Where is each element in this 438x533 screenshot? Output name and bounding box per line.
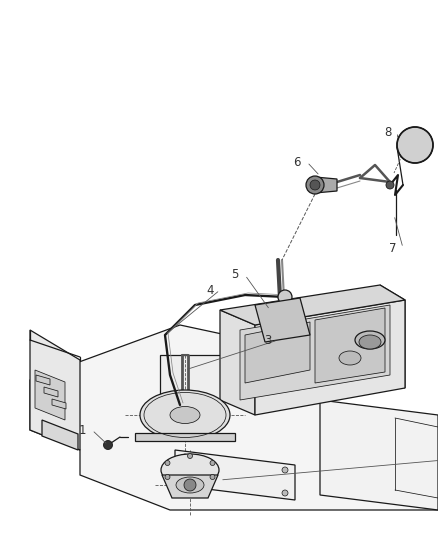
Polygon shape xyxy=(30,325,438,510)
Ellipse shape xyxy=(176,477,204,493)
Polygon shape xyxy=(52,399,66,409)
Circle shape xyxy=(103,440,113,449)
Circle shape xyxy=(187,481,192,487)
Circle shape xyxy=(184,479,196,491)
Ellipse shape xyxy=(161,454,219,486)
Polygon shape xyxy=(255,300,405,415)
Polygon shape xyxy=(35,370,65,420)
Ellipse shape xyxy=(170,407,200,424)
Circle shape xyxy=(282,490,288,496)
Polygon shape xyxy=(30,330,80,450)
Text: 4: 4 xyxy=(206,284,214,296)
Polygon shape xyxy=(240,305,390,400)
Polygon shape xyxy=(42,420,78,450)
Circle shape xyxy=(210,474,215,480)
Text: 8: 8 xyxy=(384,125,392,139)
Text: 6: 6 xyxy=(293,156,301,168)
Polygon shape xyxy=(160,355,320,400)
Polygon shape xyxy=(220,310,255,415)
Circle shape xyxy=(397,127,433,163)
Polygon shape xyxy=(255,298,310,342)
Circle shape xyxy=(182,454,188,460)
Polygon shape xyxy=(36,375,50,385)
Ellipse shape xyxy=(140,390,230,440)
Ellipse shape xyxy=(359,335,381,349)
Text: 1: 1 xyxy=(78,424,86,437)
Circle shape xyxy=(165,474,170,480)
Circle shape xyxy=(165,461,170,465)
Ellipse shape xyxy=(355,331,385,349)
Polygon shape xyxy=(220,285,405,325)
Circle shape xyxy=(210,461,215,465)
Circle shape xyxy=(386,181,394,189)
Circle shape xyxy=(278,290,292,304)
Polygon shape xyxy=(315,177,337,193)
Polygon shape xyxy=(135,433,235,441)
Text: 7: 7 xyxy=(389,241,397,254)
Circle shape xyxy=(182,477,188,483)
Polygon shape xyxy=(162,475,218,498)
Polygon shape xyxy=(245,322,310,383)
Polygon shape xyxy=(320,400,438,510)
Circle shape xyxy=(187,454,192,458)
Text: 5: 5 xyxy=(231,269,239,281)
Text: 3: 3 xyxy=(264,334,272,346)
Polygon shape xyxy=(175,450,295,500)
Circle shape xyxy=(306,176,324,194)
Polygon shape xyxy=(315,308,385,383)
Polygon shape xyxy=(44,387,58,397)
Ellipse shape xyxy=(339,351,361,365)
Circle shape xyxy=(310,180,320,190)
Circle shape xyxy=(282,467,288,473)
Polygon shape xyxy=(380,285,405,388)
